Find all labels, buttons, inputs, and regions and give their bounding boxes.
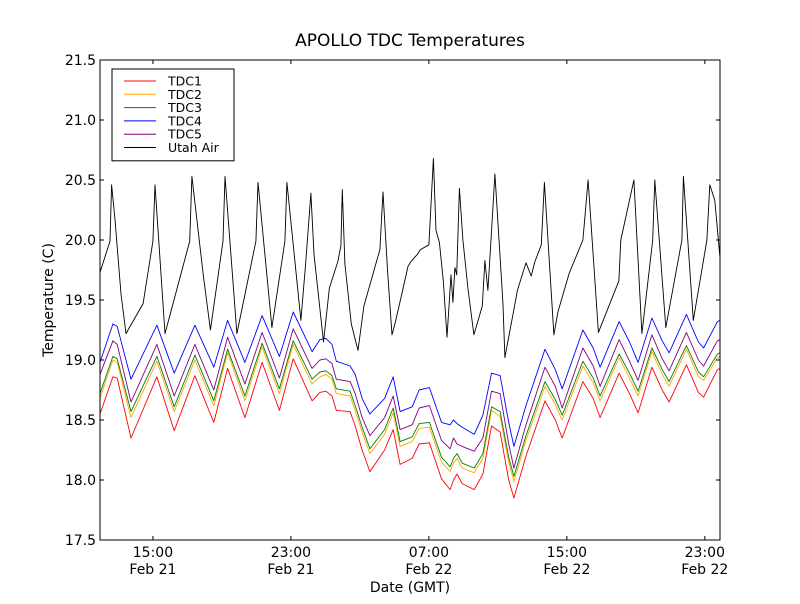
x-tick-label-date: Feb 22 <box>405 562 452 578</box>
legend-label: TDC3 <box>167 100 202 115</box>
y-tick-label: 17.5 <box>65 533 96 549</box>
series-line-tdc4 <box>100 311 720 447</box>
y-axis-label: Temperature (C) <box>41 243 57 358</box>
x-tick-label-date: Feb 22 <box>543 562 590 578</box>
y-tick-label: 20.5 <box>65 173 96 189</box>
y-tick-label: 18.0 <box>65 473 96 489</box>
legend-label: TDC1 <box>167 74 202 89</box>
x-tick-label-date: Feb 21 <box>267 562 314 578</box>
series-line-tdc2 <box>100 343 720 482</box>
series-group <box>100 157 720 499</box>
y-tick-label: 19.0 <box>65 353 96 369</box>
legend-label: Utah Air <box>168 140 220 155</box>
legend-label: TDC5 <box>167 127 202 142</box>
x-tick-label-date: Feb 21 <box>129 562 176 578</box>
series-line-tdc3 <box>100 340 720 477</box>
x-tick-label-time: 15:00 <box>547 545 587 561</box>
y-tick-label: 20.0 <box>65 233 96 249</box>
legend-label: TDC4 <box>167 113 202 128</box>
legend-label: TDC2 <box>167 87 202 102</box>
y-tick-label: 19.5 <box>65 293 96 309</box>
x-tick-label-time: 23:00 <box>685 545 725 561</box>
y-axis: 17.5 18.0 18.5 19.0 19.5 20.0 20.5 21.0 21.5 <box>65 53 720 549</box>
x-tick-label-time: 07:00 <box>409 545 449 561</box>
x-axis-label: Date (GMT) <box>370 580 450 596</box>
series-line-tdc5 <box>100 328 720 469</box>
series-line-tdc1 <box>100 358 720 499</box>
series-line-utah-air <box>100 157 720 359</box>
x-tick-label-date: Feb 22 <box>681 562 728 578</box>
x-tick-label-time: 15:00 <box>133 545 173 561</box>
legend-box <box>111 68 235 162</box>
x-tick-label-time: 23:00 <box>271 545 311 561</box>
chart-title: APOLLO TDC Temperatures <box>295 31 525 51</box>
y-tick-label: 18.5 <box>65 413 96 429</box>
y-tick-label: 21.5 <box>65 53 96 69</box>
y-tick-label: 21.0 <box>65 113 96 129</box>
